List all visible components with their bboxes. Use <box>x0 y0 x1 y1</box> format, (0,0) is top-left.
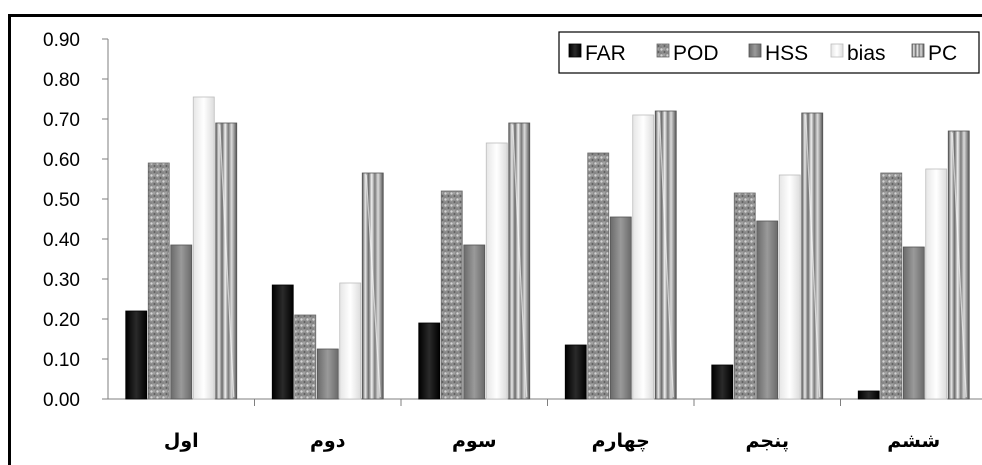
bar-pc-sheen <box>365 174 381 398</box>
bar-pod <box>880 172 903 400</box>
bar-bias <box>925 168 948 400</box>
bar-pc-sheen <box>951 132 967 398</box>
bar-far <box>564 344 587 400</box>
x-category-label: چهارم <box>592 430 650 452</box>
bar-far <box>711 364 734 400</box>
y-tick-label: 0.80 <box>43 70 80 91</box>
legend-swatch-hss <box>748 43 762 58</box>
y-tick-label: 0.10 <box>43 350 80 371</box>
legend-label-hss: HSS <box>765 42 808 65</box>
bar-pod <box>294 314 317 400</box>
y-tick-label: 0.30 <box>43 270 80 291</box>
bar-hss <box>463 244 486 400</box>
bar-far <box>857 390 880 400</box>
bar-pod <box>733 192 756 400</box>
y-tick-label: 0.50 <box>43 190 80 211</box>
x-category-label: دوم <box>310 430 346 452</box>
bar-hss <box>756 220 779 400</box>
bar-pc-sheen <box>658 112 674 398</box>
legend-label-pc: PC <box>928 42 957 65</box>
bar-far <box>418 322 441 400</box>
bar-pc-sheen <box>805 114 821 398</box>
y-tick-label: 0.40 <box>43 230 80 251</box>
bar-bias <box>778 174 801 400</box>
bar-hss <box>609 216 632 400</box>
bar-bias <box>192 96 215 400</box>
bar-bias <box>632 114 655 400</box>
y-tick-label: 0.60 <box>43 150 80 171</box>
bar-hss <box>316 348 339 400</box>
x-category-label: ششم <box>887 430 940 452</box>
legend-swatch-bias <box>830 43 844 58</box>
x-category-label: اول <box>164 430 199 452</box>
bar-pc-sheen <box>219 124 235 398</box>
bar-bias <box>339 282 362 400</box>
bar-bias <box>485 142 508 400</box>
y-tick-label: 0.20 <box>43 310 80 331</box>
legend-label-bias: bias <box>847 42 886 65</box>
bar-far <box>125 310 148 400</box>
x-category-label: پنجم <box>746 430 789 452</box>
legend-label-pod: POD <box>673 42 719 65</box>
legend-swatch-pc <box>911 43 925 58</box>
y-tick-label: 0.90 <box>43 30 80 51</box>
bar-pod <box>147 162 170 400</box>
bar-pod <box>440 190 463 400</box>
legend-box <box>558 31 980 74</box>
bar-pc-sheen <box>512 124 528 398</box>
y-tick-label: 0.00 <box>43 390 80 411</box>
legend-swatch-pod <box>656 43 670 58</box>
y-tick-label: 0.70 <box>43 110 80 131</box>
legend-swatch-far <box>568 43 582 58</box>
bar-hss <box>170 244 193 400</box>
x-category-label: سوم <box>452 430 497 452</box>
bar-pod <box>587 152 610 400</box>
legend-label-far: FAR <box>585 42 626 65</box>
bar-hss <box>902 246 925 400</box>
bar-far <box>271 284 294 400</box>
